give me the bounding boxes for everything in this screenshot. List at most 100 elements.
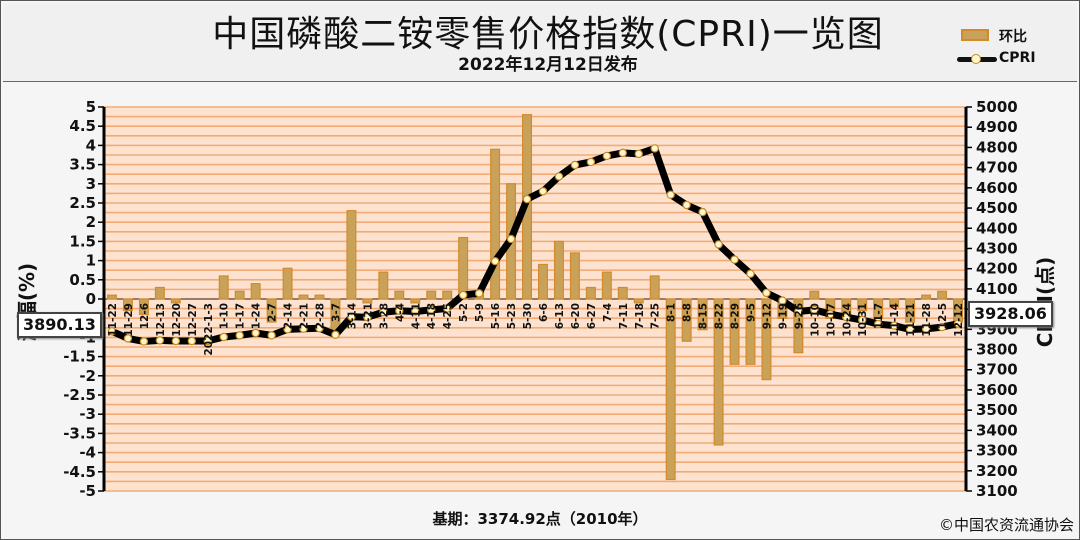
cpri-point xyxy=(921,324,931,334)
bar xyxy=(873,298,884,319)
left-tick-label: -1.5 xyxy=(63,348,96,366)
cpri-point xyxy=(666,190,675,199)
bar xyxy=(745,298,756,365)
cpri-point xyxy=(315,324,324,333)
x-tick-label: 12-13 xyxy=(155,303,167,337)
cpri-point xyxy=(810,305,819,315)
cpri-point xyxy=(794,307,803,316)
bar xyxy=(633,298,644,304)
x-tick-label: 3-21 xyxy=(362,303,374,329)
bar xyxy=(394,290,405,300)
right-tick-label: 4700 xyxy=(976,159,1018,177)
cpri-point xyxy=(905,325,915,334)
cpri-point xyxy=(506,234,516,244)
cpri-point xyxy=(251,328,260,338)
marker-swatch-icon xyxy=(971,54,981,64)
left-tick-label: -5 xyxy=(79,482,96,500)
bar xyxy=(537,263,548,300)
x-tick-label: 4-11 xyxy=(410,303,422,329)
x-tick-label: 2-28 xyxy=(315,303,327,329)
x-tick-label: 12-27 xyxy=(187,303,199,337)
bar xyxy=(793,298,804,354)
x-tick-label: 7-11 xyxy=(618,303,630,329)
bar xyxy=(154,286,165,300)
bar xyxy=(314,294,325,300)
bar xyxy=(138,298,149,315)
cpri-point xyxy=(395,306,404,315)
x-tick-label: 3-14 xyxy=(346,303,358,329)
x-tick-label: 4-25 xyxy=(442,303,454,329)
bar xyxy=(857,298,868,312)
bar xyxy=(250,283,261,300)
x-tick-label: 5-2 xyxy=(458,303,470,322)
cpri-point xyxy=(842,312,851,322)
right-tick-label: 4600 xyxy=(976,179,1018,197)
cpri-point xyxy=(889,321,899,330)
chart-title: 中国磷酸二铵零售价格指数(CPRI)一览图 xyxy=(212,14,884,55)
x-tick-label: 5-30 xyxy=(522,303,534,329)
x-tick-label: 2022-1-3 xyxy=(203,303,215,356)
bar xyxy=(937,290,948,300)
x-tick-label: 1-17 xyxy=(235,303,247,329)
cpri-point xyxy=(586,157,596,167)
right-tick-label: 4200 xyxy=(976,260,1018,278)
bar xyxy=(426,290,437,300)
cpri-point xyxy=(187,336,196,346)
cpri-point xyxy=(123,334,133,343)
cpri-point xyxy=(299,324,308,333)
cpri-point xyxy=(650,144,659,153)
x-tick-label: 9-12 xyxy=(761,303,773,329)
cpri-point xyxy=(953,319,963,328)
x-tick-label: 5-16 xyxy=(490,303,502,329)
x-tick-label: 3-28 xyxy=(378,303,390,329)
x-tick-label: 9-5 xyxy=(746,303,758,322)
bar xyxy=(665,298,676,481)
bar xyxy=(362,298,373,304)
right-tick-label: 3200 xyxy=(976,462,1018,480)
x-tick-label: 12-5 xyxy=(937,303,949,329)
x-axis-labels: 11-22 11-29 12-6 12-13 12-20 12-27 2022-1-3 1-1… xyxy=(107,303,965,356)
cpri-point xyxy=(363,312,372,322)
cpri-point xyxy=(267,331,276,340)
cpri-point xyxy=(139,337,149,346)
bar xyxy=(681,298,692,342)
left-tick-label: 5 xyxy=(86,98,96,116)
x-tick-label: 10-17 xyxy=(825,303,837,337)
cpri-point xyxy=(107,327,117,336)
cpri-point xyxy=(458,290,468,300)
left-tick-label: 1.5 xyxy=(69,232,96,250)
right-tick-label: 4400 xyxy=(976,219,1018,237)
x-tick-label: 8-22 xyxy=(714,303,726,329)
bar xyxy=(266,298,277,323)
cpri-point xyxy=(634,149,643,159)
left-tick-label: -3 xyxy=(79,405,96,423)
cpri-point xyxy=(155,336,165,345)
bar-swatch-icon xyxy=(961,29,989,41)
x-tick-label: 2-7 xyxy=(267,303,279,322)
cpri-point xyxy=(602,151,612,161)
right-tick-label: 3600 xyxy=(976,381,1018,399)
cpri-point xyxy=(874,319,883,329)
left-tick-label: 0 xyxy=(86,290,96,308)
cpri-point xyxy=(778,296,787,305)
bar xyxy=(697,298,708,331)
x-tick-label: 8-29 xyxy=(730,303,742,329)
bar xyxy=(442,290,453,300)
cpri-point xyxy=(538,187,548,196)
bar xyxy=(905,298,916,323)
left-tick-label: 4.5 xyxy=(69,117,96,135)
chart-header: 中国磷酸二铵零售价格指数(CPRI)一览图 2022年12月12日发布 环比 C… xyxy=(3,3,1077,82)
cpri-point xyxy=(347,312,356,321)
x-tick-label: 6-13 xyxy=(554,303,566,329)
bar xyxy=(761,298,772,381)
x-tick-label: 8-8 xyxy=(682,303,694,322)
x-tick-label: 2-14 xyxy=(283,303,295,329)
bar xyxy=(234,290,245,300)
cpri-point xyxy=(714,240,723,249)
left-tick-label: 4 xyxy=(86,136,96,154)
left-tick-label: 3.5 xyxy=(69,156,96,174)
x-tick-label: 10-24 xyxy=(841,303,853,337)
bar xyxy=(122,298,133,312)
x-tick-label: 4-4 xyxy=(394,303,406,322)
x-tick-label: 7-4 xyxy=(602,303,614,322)
